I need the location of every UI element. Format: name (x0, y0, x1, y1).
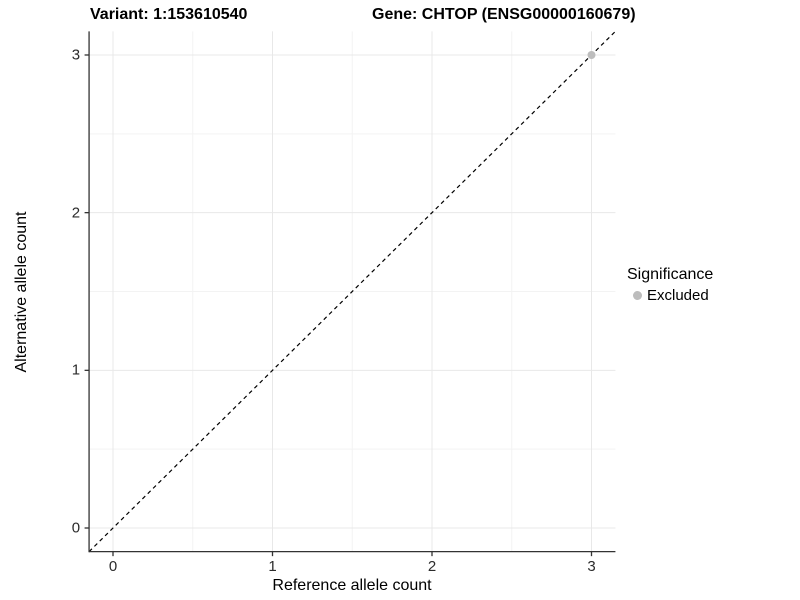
plot-title-gene: Gene: CHTOP (ENSG00000160679) (372, 6, 636, 23)
y-tick-label: 0 (71, 519, 81, 537)
x-tick-label: 1 (268, 558, 277, 575)
x-tick-label: 0 (108, 558, 118, 575)
legend-item-label: Excluded (647, 287, 709, 304)
y-tick-label: 1 (71, 361, 81, 379)
legend-title: Significance (627, 266, 714, 283)
x-tick-label: 3 (587, 558, 596, 575)
legend-item-excluded: Excluded (633, 287, 713, 304)
legend: Significance Excluded (627, 266, 713, 304)
y-axis-title: Alternative allele count (13, 211, 30, 373)
plot-title-variant: Variant: 1:153610540 (90, 6, 248, 23)
data-point-excluded (587, 50, 596, 59)
identity-dashed-line (88, 30, 616, 553)
x-tick-label: 2 (427, 558, 437, 575)
excluded-point-icon (633, 291, 642, 300)
x-axis-title: Reference allele count (272, 577, 432, 594)
y-tick-label: 3 (71, 46, 81, 64)
y-tick-label: 2 (71, 204, 81, 222)
